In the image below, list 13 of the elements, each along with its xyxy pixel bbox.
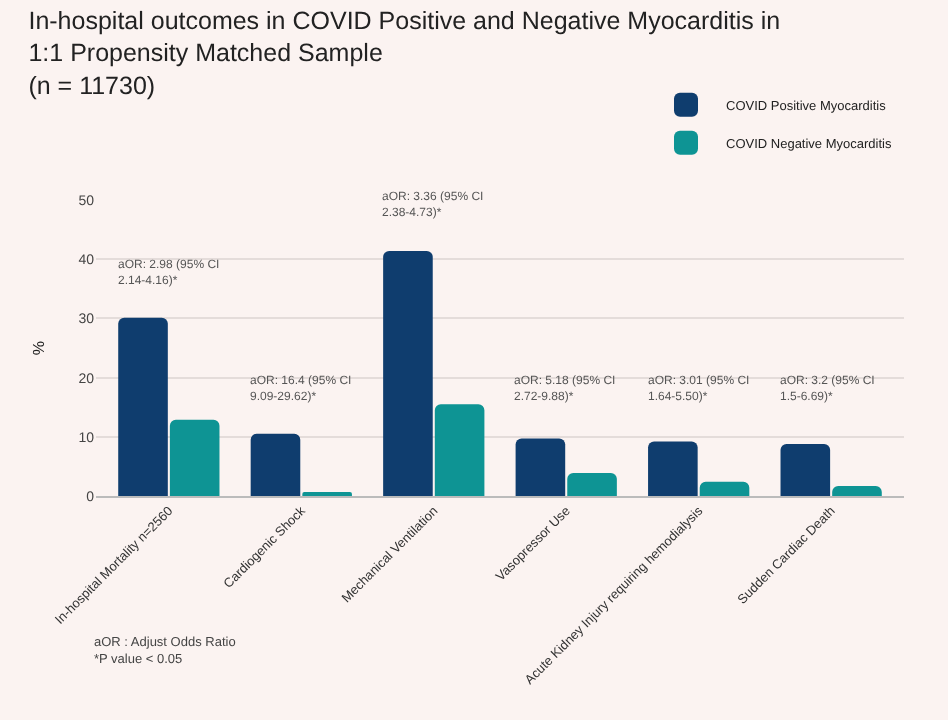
y-axis-title: % — [29, 340, 48, 356]
bar — [780, 443, 831, 496]
bar — [567, 472, 617, 496]
chart-title: In-hospital outcomes in COVID Positive and Negative Myocarditis in 1:1 Propensity Matched Sample (n = 11730) — [28, 6, 781, 100]
bar — [515, 438, 566, 496]
bar — [169, 419, 220, 496]
bar — [250, 433, 301, 496]
bar — [383, 250, 433, 496]
bar — [118, 317, 168, 496]
bar — [648, 441, 698, 496]
bar — [699, 481, 750, 496]
bar — [832, 485, 882, 496]
bar — [434, 404, 485, 496]
